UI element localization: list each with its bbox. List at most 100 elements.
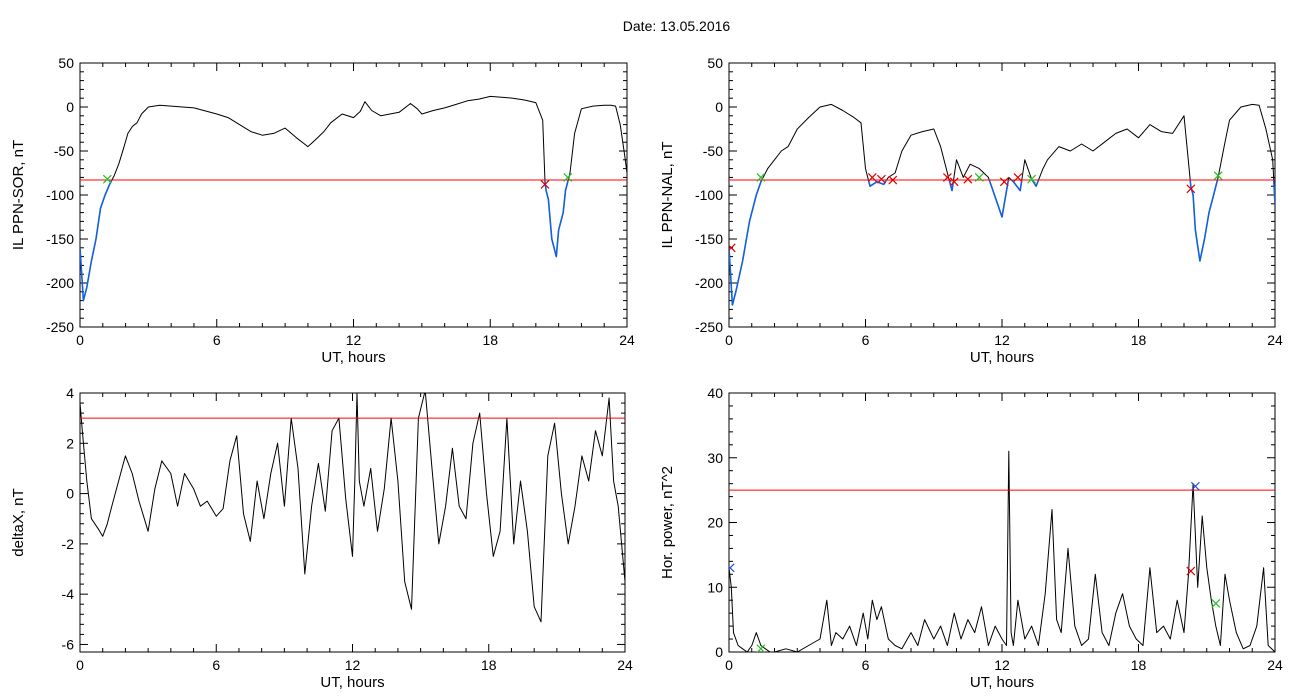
below-threshold-area [729,180,1275,306]
marker-stroke [877,174,886,184]
marker-stroke [999,177,1009,187]
x-tick-label: 0 [725,332,733,348]
marker-stroke [1186,184,1196,194]
marker-green [1213,171,1223,181]
marker-stroke [888,175,898,185]
plot-frame [79,392,626,653]
marker-stroke [756,644,766,652]
x-tick-label: 12 [346,332,362,348]
marker-red [540,180,550,189]
marker-red [729,243,736,253]
x-tick-label: 6 [212,657,220,673]
y-tick-label: 0 [66,486,74,502]
panel-ppn-sor: 0 6 12 18 24 -250 -200 -150 -100 -50 0 50 UT, hours I… [10,55,635,366]
x-tick-label: 24 [617,657,633,673]
x-tick-label: 0 [76,332,84,348]
marker-green [1027,174,1036,184]
y-tick-label: -100 [695,187,723,203]
marker-red [1186,566,1196,576]
marker-red [963,174,973,184]
panel-ppn-nal: 0 6 12 18 24 -250 -200 -150 -100 -50 0 50 UT, hours I… [659,55,1283,366]
marker-green [974,172,984,182]
y-tick-label: -50 [703,143,723,159]
marker-green [756,644,766,652]
x-tick-label: 6 [213,332,221,348]
marker-red [1186,184,1196,194]
marker-stroke [540,180,550,189]
y-tick-label: -200 [695,275,723,291]
marker-red [949,177,959,187]
x-tick-label: 0 [76,657,84,673]
marker-red [942,172,952,182]
marker-green [756,172,766,182]
y-tick-label: -100 [46,187,74,203]
marker-stroke [963,174,973,184]
x-axis-title: UT, hours [321,349,385,366]
y-tick-label: 2 [66,435,74,451]
x-tick-label: 18 [481,657,497,673]
plot-area [729,103,1275,306]
x-tick-label: 24 [1267,657,1283,673]
x-tick-label: 24 [1267,332,1283,348]
x-axis-title: UT, hours [970,349,1034,366]
marker-stroke [1213,171,1223,181]
y-axis-title: Hor. power, nT^2 [659,466,676,579]
marker-blue [1190,481,1200,491]
y-tick-label: -250 [46,319,74,335]
marker-stroke [1211,599,1221,608]
y-tick-label: -2 [62,536,75,552]
y-tick-label: -250 [695,319,723,335]
y-tick-label: 50 [58,55,74,71]
y-tick-label: -4 [62,586,75,602]
series-line [80,95,627,302]
y-tick-label: 10 [707,579,723,595]
x-tick-label: 18 [482,332,498,348]
panel-hor-power: 0 6 12 18 24 0 10 20 30 40 UT, hours Hor. power, nT… [659,385,1283,691]
x-tick-label: 12 [994,332,1010,348]
series-line [729,450,1275,652]
marker-green [563,172,573,182]
y-tick-label: 40 [707,385,723,401]
below-threshold-area [80,180,570,302]
series-line [80,393,625,623]
y-tick-label: 30 [707,450,723,466]
x-tick-label: 6 [862,332,870,348]
plot-area [80,393,625,623]
marker-stroke [563,172,573,182]
marker-stroke [942,172,952,182]
series-line-below-threshold [729,180,1275,306]
marker-green [102,174,112,184]
y-axis-title: deltaX, nT [10,488,27,556]
x-axis-title: UT, hours [970,674,1034,691]
x-tick-label: 18 [1131,657,1147,673]
x-tick-label: 12 [345,657,361,673]
plot-area [729,450,1275,652]
x-tick-label: 0 [725,657,733,673]
marker-stroke [1186,566,1196,576]
series-line-below-threshold [80,180,570,302]
marker-red [1013,172,1023,182]
marker-stroke [102,174,112,184]
y-tick-label: -50 [54,143,74,159]
marker-stroke [1027,174,1036,184]
marker-green [1211,599,1221,608]
y-tick-label: 20 [707,515,723,531]
y-tick-label: -150 [695,231,723,247]
y-axis-title: IL PPN-NAL, nT [659,142,676,249]
x-tick-label: 12 [994,657,1010,673]
x-tick-label: 24 [619,332,635,348]
y-tick-label: -150 [46,231,74,247]
marker-stroke [949,177,959,187]
x-axis-title: UT, hours [320,674,384,691]
marker-red [888,175,898,185]
y-tick-label: -6 [62,636,75,652]
y-tick-label: 0 [715,99,723,115]
marker-red [877,174,886,184]
marker-stroke [1190,481,1200,491]
plot-area [80,95,627,302]
marker-stroke [756,172,766,182]
marker-red [867,172,877,182]
y-tick-label: 4 [66,385,74,401]
y-tick-label: -200 [46,275,74,291]
